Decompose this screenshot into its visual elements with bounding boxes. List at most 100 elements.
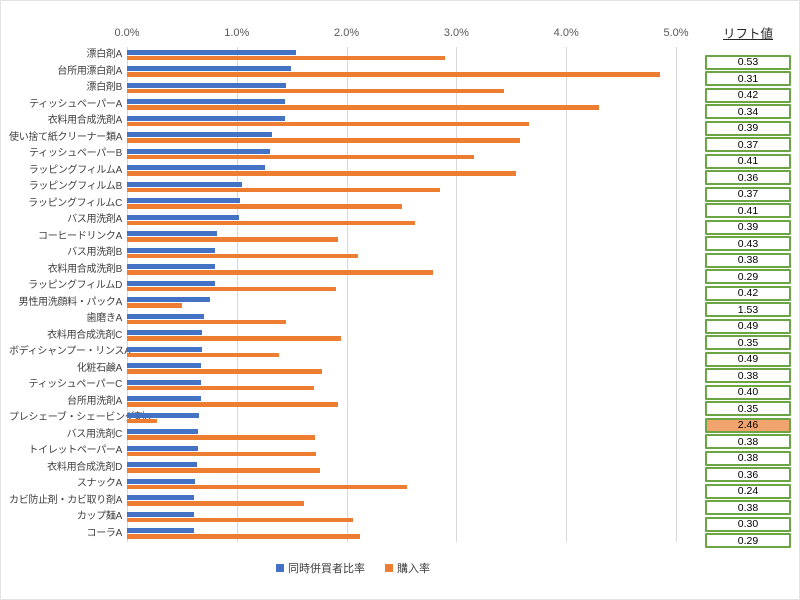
chart-row: ラッピングフィルムD — [9, 278, 697, 295]
category-label: 衣料用合成洗剤A — [47, 115, 123, 126]
category-label: 衣料用合成洗剤C — [47, 329, 122, 341]
bar-purchase-rate — [127, 468, 321, 473]
lift-value-box: 1.53 — [705, 302, 791, 318]
lift-row: 0.49 — [705, 351, 791, 368]
row-plot — [127, 130, 676, 147]
lift-value-box-highlighted: 2.46 — [705, 417, 791, 433]
chart-row: カビ防止剤・カビ取り剤A — [9, 493, 697, 510]
bar-purchase-rate — [127, 303, 182, 308]
chart-row: ボディシャンプー・リンスA — [9, 344, 697, 361]
row-plot — [127, 179, 676, 196]
bar-purchase-rate — [127, 418, 157, 424]
row-plot — [127, 394, 676, 411]
bar-purchase-rate — [127, 138, 521, 143]
lift-value-box: 0.39 — [705, 219, 791, 235]
row-plot — [127, 526, 676, 543]
bar-purchase-rate — [127, 352, 279, 358]
lift-value-box: 0.49 — [705, 351, 791, 367]
chart-row: バス用洗剤B — [9, 245, 697, 262]
bar-co-purchase-ratio — [127, 478, 196, 484]
bar-co-purchase-ratio — [127, 148, 270, 154]
chart-row: スナックA — [9, 476, 697, 493]
bar-co-purchase-ratio — [127, 198, 241, 204]
bar-co-purchase-ratio — [127, 115, 286, 121]
legend-swatch-co-purchase-icon — [276, 564, 284, 572]
lift-row: 0.34 — [705, 104, 791, 121]
row-plot — [127, 146, 676, 163]
bar-purchase-rate — [127, 534, 360, 539]
bar-co-purchase-ratio — [127, 264, 215, 270]
x-axis-tick: 5.0% — [663, 27, 689, 39]
row-plot — [127, 47, 676, 64]
row-plot — [127, 295, 676, 312]
chart-row: バス用洗剤C — [9, 427, 697, 444]
x-axis-tick: 1.0% — [224, 27, 250, 39]
bar-co-purchase-ratio — [127, 511, 194, 517]
bar-purchase-rate — [127, 220, 415, 226]
category-label: 台所用洗剤A — [67, 395, 122, 407]
category-label: 化粧石鹸A — [76, 362, 122, 374]
bar-co-purchase-ratio — [127, 528, 194, 534]
chart-row: コーヒードリンクA — [9, 229, 697, 246]
bar-co-purchase-ratio — [127, 165, 266, 171]
row-plot — [127, 476, 676, 493]
bar-co-purchase-ratio — [127, 346, 202, 352]
category-label: スナックA — [76, 478, 122, 489]
row-plot — [127, 344, 676, 361]
row-plot — [127, 212, 676, 229]
bar-purchase-rate — [127, 55, 446, 61]
lift-value-box: 0.38 — [705, 450, 791, 466]
chart-row: 化粧石鹸A — [9, 361, 697, 378]
row-plot — [127, 97, 676, 114]
lift-value-box: 0.39 — [705, 120, 791, 136]
category-label: トイレットペーパーA — [28, 445, 122, 456]
lift-row: 0.40 — [705, 384, 791, 401]
lift-header: リフト値 — [722, 27, 773, 41]
lift-row: 0.41 — [705, 153, 791, 170]
bar-co-purchase-ratio — [127, 396, 201, 402]
bar-co-purchase-ratio — [127, 462, 198, 468]
chart-row: ティッシュペーパーA — [9, 97, 697, 114]
bar-purchase-rate — [127, 369, 323, 374]
category-label: カビ防止剤・カビ取り剤A — [9, 494, 123, 506]
chart-row: 台所用洗剤A — [9, 394, 697, 411]
chart-row: バス用洗剤A — [9, 212, 697, 229]
row-plot — [127, 410, 676, 427]
chart-row: 衣料用合成洗剤D — [9, 460, 697, 477]
bar-purchase-rate — [127, 270, 434, 275]
category-label: ラッピングフィルムC — [28, 197, 122, 209]
bar-purchase-rate — [127, 451, 316, 457]
bar-co-purchase-ratio — [127, 247, 215, 253]
category-label: コーラA — [86, 527, 123, 539]
bar-purchase-rate — [127, 501, 304, 506]
bar-purchase-rate — [127, 121, 529, 127]
row-plot — [127, 361, 676, 378]
legend-item: 購入率 — [385, 560, 430, 576]
bar-purchase-rate — [127, 154, 474, 160]
category-label: バス用洗剤B — [67, 247, 122, 258]
chart-row: 漂白剤A — [9, 47, 697, 64]
bar-co-purchase-ratio — [127, 214, 239, 220]
row-plot — [127, 493, 676, 510]
bar-purchase-rate — [127, 286, 336, 292]
bar-co-purchase-ratio — [127, 297, 211, 303]
row-plot — [127, 229, 676, 246]
lift-row: 1.53 — [705, 302, 791, 319]
chart-row: 衣料用合成洗剤B — [9, 262, 697, 279]
legend-item: 同時併買者比率 — [276, 560, 365, 576]
lift-row: 0.43 — [705, 236, 791, 253]
category-label: 男性用洗顔料・パックA — [18, 296, 123, 308]
lift-row: 0.35 — [705, 401, 791, 418]
row-plot — [127, 311, 676, 328]
chart-row: 衣料用合成洗剤C — [9, 328, 697, 345]
lift-row: 0.39 — [705, 120, 791, 137]
lift-row: 0.42 — [705, 285, 791, 302]
bar-co-purchase-ratio — [127, 429, 199, 435]
lift-value-box: 0.36 — [705, 170, 791, 186]
bar-purchase-rate — [127, 171, 516, 176]
chart-row: コーラA — [9, 526, 697, 543]
row-plot — [127, 196, 676, 213]
lift-value-box: 0.38 — [705, 500, 791, 516]
chart-row: 漂白剤B — [9, 80, 697, 97]
